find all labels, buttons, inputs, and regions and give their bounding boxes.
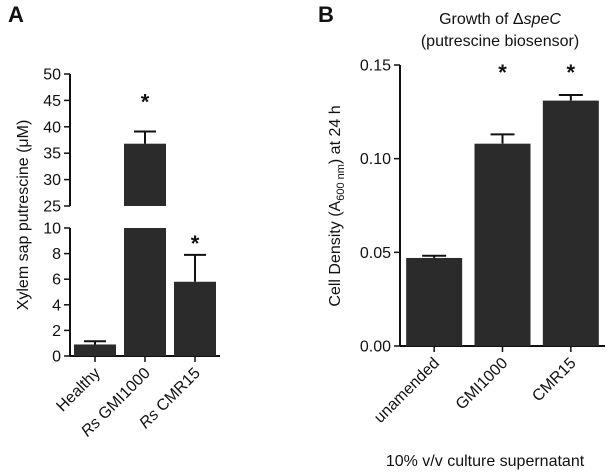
panel-b-ytick-label: 0.00 xyxy=(360,339,391,356)
panel-a-ytick-label: 45 xyxy=(43,93,61,110)
panel-b-significance: * xyxy=(498,60,507,85)
panel-b-ytick-label: 0.05 xyxy=(360,245,391,262)
panel-b-title-line1: Growth of ΔspeC xyxy=(439,11,561,28)
panel-b-ylabel-part: ) at 24 h xyxy=(327,105,344,164)
panel-b-bar xyxy=(542,100,599,347)
panel-a-ytick-label: 2 xyxy=(52,323,61,340)
panel-b-y-axis-label: Cell Density (A600 nm) at 24 h xyxy=(327,105,347,306)
panel-a-ytick-label: 0 xyxy=(52,349,61,366)
panel-b-ylabel-part: 600 nm xyxy=(335,164,347,201)
panel-b-label: B xyxy=(318,2,334,27)
panel-a-xtick-name: Healthy xyxy=(53,365,103,415)
panel-a-ytick-label: 35 xyxy=(43,146,61,163)
panel-b-title-part: speC xyxy=(524,11,562,28)
panel-a-ytick-label: 40 xyxy=(43,119,61,136)
panel-a-y-axis-label: Xylem sap putrescine (μM) xyxy=(15,120,32,311)
panel-a-ytick-label: 25 xyxy=(43,199,61,216)
panel-b-ytick-label: 0.15 xyxy=(360,58,391,75)
panel-b-ytick-label: 0.10 xyxy=(360,151,391,168)
panel-a-ytick-label: 6 xyxy=(52,272,61,289)
panel-a-bar xyxy=(174,281,216,356)
panel-b-title-part: Growth of xyxy=(439,11,513,28)
panel-b-x-axis-label: 10% v/v culture supernatant xyxy=(386,453,585,470)
panel-b-xtick-label: unamended xyxy=(371,355,443,427)
panel-b-ylabel-part: Cell Density (A xyxy=(327,200,344,306)
panel-a-ytick-label: 10 xyxy=(43,221,61,238)
panel-a-xtick-label: Healthy xyxy=(53,365,103,415)
panel-a-ytick-label: 8 xyxy=(52,246,61,263)
panel-a-bar-lower xyxy=(124,228,166,356)
panel-b-xtick-label: CMR15 xyxy=(529,355,579,405)
panel-a-ytick-label: 30 xyxy=(43,172,61,189)
panel-a-bar xyxy=(74,344,116,356)
panel-a-xtick-name: CMR15 xyxy=(150,365,204,419)
panel-a-label: A xyxy=(8,2,24,27)
panel-b-bar xyxy=(474,143,531,346)
panel-b-significance: * xyxy=(567,60,576,85)
panel-a-ytick-label: 4 xyxy=(52,297,61,314)
panel-a-ytick-label: 50 xyxy=(43,67,61,84)
panel-b-xtick-label: GMI1000 xyxy=(453,355,512,414)
panel-a-significance: * xyxy=(141,90,150,115)
panel-b-title-line2: (putrescine biosensor) xyxy=(421,33,579,50)
panel-b-bar xyxy=(406,257,463,346)
panel-b-title-part: Δ xyxy=(513,11,524,28)
panel-a-significance: * xyxy=(191,231,200,256)
panel-a-bar-upper xyxy=(124,143,166,206)
